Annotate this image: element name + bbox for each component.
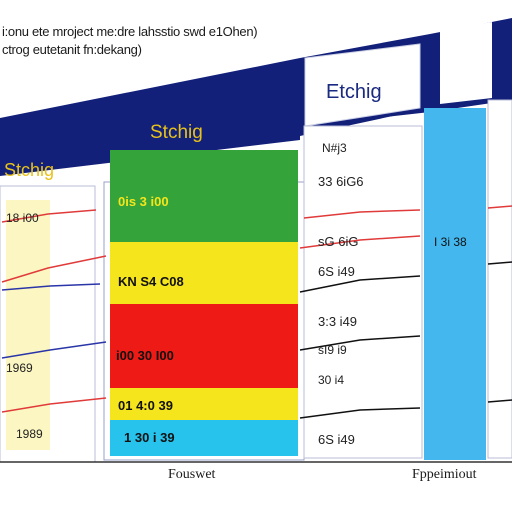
red-band	[110, 304, 298, 388]
yellow-band-2	[110, 388, 298, 420]
blue-band-value: I 3i 38	[434, 235, 467, 249]
footer-label-left: Fouswet	[168, 467, 216, 482]
caption-line-2: ctrog eutetanit fn:dekang)	[2, 42, 142, 57]
yellow-band-2-value: 01 4:0 39	[118, 398, 173, 413]
cyan-band	[110, 420, 298, 456]
right-panel-title: Etchig	[326, 81, 382, 103]
footer-label-right: Fppeimiout	[412, 467, 477, 482]
left-value: 18 i00	[6, 211, 39, 225]
far-right-line-2	[487, 261, 512, 265]
blue-band	[424, 108, 486, 460]
yellow-band-value: KN S4 C08	[118, 274, 184, 289]
right-line-2	[299, 235, 421, 249]
far-right-panel	[487, 99, 512, 459]
right-value: 6S i49	[318, 264, 355, 279]
right-value: 3:3 i49	[318, 314, 357, 329]
right-line-4	[299, 335, 421, 351]
right-line-1	[303, 209, 421, 219]
left-panel-title: Stchig	[4, 160, 54, 180]
left-line-red-2	[1, 255, 107, 283]
right-value: 6S i49	[318, 432, 355, 447]
left-value: 1989	[16, 427, 43, 441]
right-line-3	[299, 275, 421, 293]
right-value: 33 6iG6	[318, 174, 364, 189]
cyan-band-value: 1 30 i 39	[124, 430, 175, 445]
red-band-value: i00 30 I00	[116, 348, 174, 363]
far-right-title-panel	[440, 22, 492, 104]
right-line-5	[299, 407, 421, 419]
middle-panel-title: Stchig	[150, 122, 203, 143]
right-value: sG 6iG	[318, 234, 358, 249]
right-panel	[303, 125, 423, 459]
right-value: 30 i4	[318, 373, 344, 387]
left-line-blue-2	[1, 341, 107, 359]
right-title-panel	[304, 43, 421, 127]
left-panel-strip	[6, 200, 50, 450]
right-value: sI9 i9	[318, 343, 347, 357]
left-line-red-3	[1, 397, 107, 413]
far-right-line-3	[487, 399, 512, 403]
left-value: 1969	[6, 361, 33, 375]
caption-line-1: i:onu ete mroject me:dre lahsstio swd e1…	[2, 24, 258, 39]
header-top-left	[0, 58, 300, 176]
far-right-line-1	[487, 205, 512, 209]
left-line-blue-1	[1, 283, 101, 291]
yellow-band-1	[110, 242, 298, 304]
green-band-value: 0is 3 i00	[118, 194, 169, 209]
left-line-red-1	[1, 209, 97, 223]
green-band	[110, 150, 298, 242]
right-value: N#j3	[322, 141, 347, 155]
